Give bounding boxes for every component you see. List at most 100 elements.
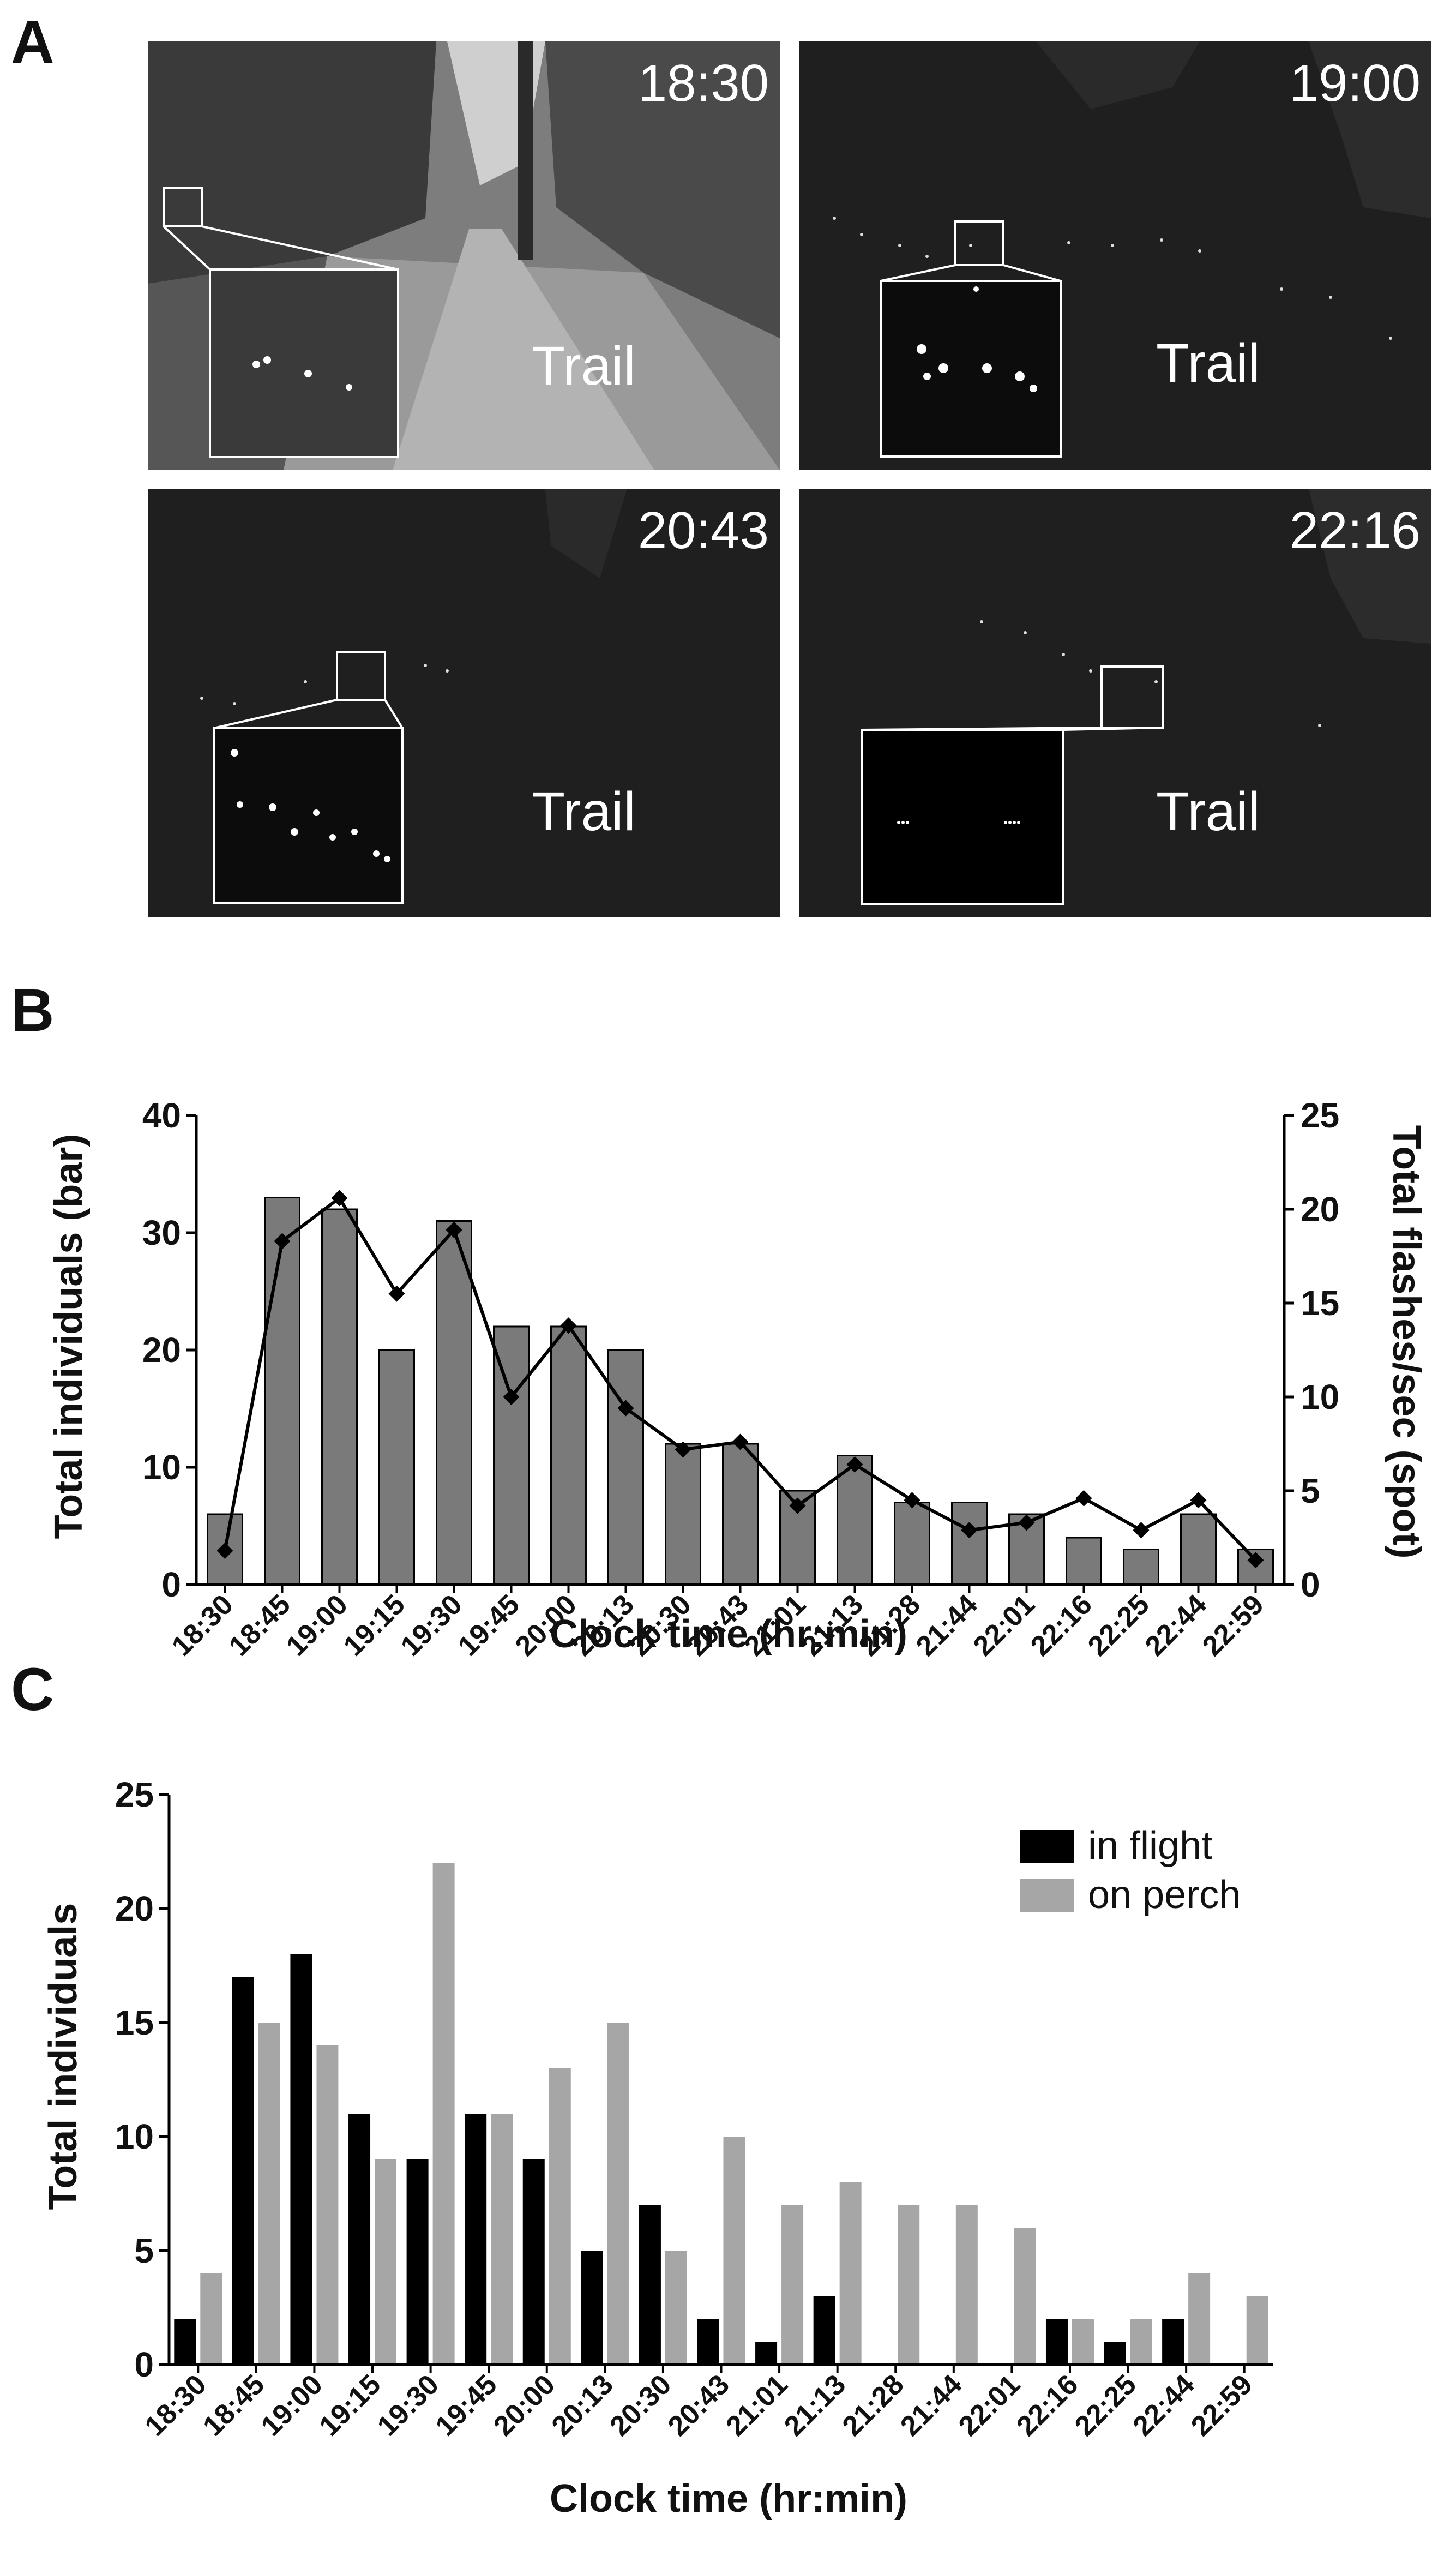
bar-in-flight-18:45: [232, 1977, 254, 2365]
photo-1830-time: 18:30: [638, 54, 769, 112]
bar-individuals-21:44: [951, 1502, 988, 1586]
bar-on-perch-20:13: [607, 2023, 629, 2365]
bar-individuals-18:45: [264, 1197, 300, 1586]
bar-on-perch-22:44: [1188, 2273, 1211, 2365]
chart-b-xtick-label: 18:45: [223, 1588, 297, 1662]
bar-individuals-19:15: [378, 1349, 415, 1586]
panel-label-b: B: [11, 977, 54, 1044]
chart-c-xtick-label: 19:30: [371, 2368, 445, 2442]
panel-label-c: C: [11, 1656, 54, 1723]
chart-b-y2tick-label: 20: [1301, 1190, 1339, 1229]
chart-b-ylabel: Total individuals (bar): [47, 1134, 91, 1539]
chart-c-ytick-label: 15: [115, 2003, 154, 2042]
bar-on-perch-21:44: [955, 2205, 978, 2365]
chart-c-xtick-label: 19:00: [255, 2368, 329, 2442]
bar-individuals-19:00: [321, 1208, 358, 1586]
photo-1830-label: Trail: [532, 335, 636, 397]
chart-c-xtick-label: 22:01: [953, 2368, 1026, 2442]
chart-c-xtick-label: 18:45: [197, 2368, 270, 2442]
chart-c-ytick-label: 25: [115, 1775, 154, 1814]
bar-in-flight-19:00: [290, 1954, 312, 2365]
bar-individuals-20:30: [665, 1443, 701, 1586]
point-flashes-20:43: [732, 1433, 749, 1450]
chart-b: Total individuals (bar) Total flashes/se…: [47, 1096, 1428, 1663]
bar-in-flight-19:15: [348, 2114, 371, 2365]
chart-c-xtick-label: 21:13: [778, 2368, 852, 2442]
chart-c-ylabel: Total individuals: [41, 1903, 85, 2210]
chart-c-xtick-label: 22:59: [1185, 2368, 1259, 2442]
bar-individuals-20:00: [550, 1325, 587, 1586]
bar-individuals-21:28: [894, 1502, 930, 1586]
chart-c-xtick-label: 20:00: [488, 2368, 561, 2442]
legend-swatch-on-perch: [1020, 1879, 1074, 1912]
chart-b-y2tick-label: 25: [1301, 1096, 1339, 1135]
bar-on-perch-20:43: [723, 2137, 745, 2365]
chart-c-legend: in flight on perch: [1020, 1824, 1241, 1917]
chart-b-ytick-label: 30: [142, 1213, 181, 1252]
bar-on-perch-22:01: [1014, 2228, 1036, 2365]
chart-b-xtick-label: 22:44: [1139, 1588, 1213, 1662]
chart-b-xtick-label: 22:59: [1196, 1588, 1270, 1662]
chart-c-xtick-label: 20:43: [662, 2368, 736, 2442]
point-flashes-20:30: [675, 1441, 691, 1458]
chart-b-xtick-label: 22:25: [1082, 1588, 1156, 1662]
chart-b-xlabel: Clock time (hr:min): [550, 1612, 907, 1656]
point-flashes-22:44: [1190, 1492, 1207, 1509]
chart-b-ytick-label: 20: [142, 1330, 181, 1370]
bar-in-flight-22:44: [1162, 2319, 1184, 2365]
chart-b-xtick-label: 19:00: [280, 1588, 354, 1662]
point-flashes-19:00: [331, 1190, 348, 1207]
bar-on-perch-21:13: [839, 2182, 862, 2365]
photo-2216-time: 22:16: [1290, 501, 1421, 560]
chart-b-ytick-label: 10: [142, 1448, 181, 1487]
bar-individuals-22:44: [1180, 1513, 1217, 1586]
chart-c-xtick-label: 21:28: [837, 2368, 910, 2442]
photo-1900-time: 19:00: [1290, 54, 1421, 112]
photo-1900: 19:00 Trail: [799, 41, 1431, 470]
bar-in-flight-20:30: [639, 2205, 661, 2365]
bar-individuals-20:43: [722, 1443, 759, 1586]
bar-individuals-19:30: [436, 1220, 472, 1586]
bar-on-perch-22:25: [1130, 2319, 1152, 2365]
chart-b-y2tick-label: 5: [1301, 1471, 1320, 1510]
chart-c-xtick-label: 20:13: [546, 2368, 619, 2442]
photo-2043: 20:43 Trail: [148, 489, 780, 917]
point-flashes-20:00: [560, 1317, 577, 1334]
chart-b-y2tick-label: 10: [1301, 1377, 1339, 1417]
legend-swatch-in-flight: [1020, 1830, 1074, 1863]
bar-on-perch-19:00: [316, 2045, 339, 2365]
point-flashes-18:30: [216, 1543, 233, 1559]
bar-on-perch-20:30: [665, 2251, 687, 2365]
point-flashes-19:15: [388, 1285, 405, 1302]
bar-on-perch-21:28: [898, 2205, 920, 2365]
point-flashes-19:45: [503, 1389, 520, 1405]
chart-c-ytick-label: 5: [134, 2231, 154, 2270]
photo-2043-time: 20:43: [638, 501, 769, 560]
bar-in-flight-19:45: [465, 2114, 487, 2365]
bar-on-perch-19:15: [375, 2159, 397, 2365]
bar-on-perch-21:01: [781, 2205, 804, 2365]
chart-b-xtick-label: 19:45: [452, 1588, 526, 1662]
point-flashes-22:25: [1133, 1522, 1150, 1539]
chart-b-y2tick-label: 0: [1301, 1565, 1320, 1604]
bar-individuals-19:45: [493, 1325, 530, 1586]
chart-b-xtick-label: 22:01: [967, 1588, 1041, 1662]
photo-2216-label: Trail: [1156, 781, 1260, 842]
bar-on-perch-22:16: [1072, 2319, 1094, 2365]
chart-b-ytick-label: 0: [161, 1565, 181, 1604]
point-flashes-22:59: [1247, 1552, 1264, 1569]
chart-c-ytick-label: 0: [134, 2345, 154, 2384]
bar-on-perch-22:59: [1246, 2296, 1268, 2365]
photo-2216: 22:16 Trail: [799, 489, 1431, 917]
chart-c-xtick-label: 19:45: [430, 2368, 503, 2442]
point-flashes-21:28: [904, 1492, 920, 1509]
bar-in-flight-22:25: [1104, 2342, 1126, 2365]
bar-on-perch-18:45: [258, 2023, 280, 2365]
photo-2043-label: Trail: [532, 781, 636, 842]
point-flashes-21:44: [961, 1522, 978, 1539]
bar-on-perch-20:00: [549, 2068, 571, 2365]
bar-individuals-22:25: [1123, 1549, 1159, 1586]
bar-on-perch-18:30: [200, 2273, 222, 2365]
point-flashes-22:16: [1075, 1490, 1092, 1507]
point-flashes-20:13: [617, 1400, 634, 1417]
